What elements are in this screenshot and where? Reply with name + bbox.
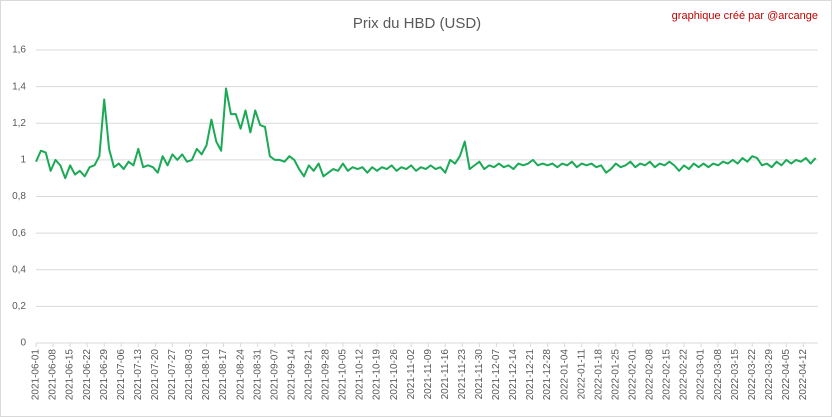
x-tick-label: 2021-12-21 [525, 349, 536, 401]
x-tick-label: 2021-09-21 [303, 349, 314, 401]
y-tick-label: 1 [20, 155, 26, 166]
y-tick-label: 0,4 [12, 264, 26, 275]
x-tick-label: 2022-01-18 [593, 349, 604, 401]
x-tick-label: 2021-10-05 [338, 349, 349, 401]
x-tick-label: 2021-08-31 [252, 349, 263, 401]
y-tick-label: 0,6 [12, 228, 26, 239]
x-tick-label: 2022-01-04 [559, 349, 570, 401]
x-tick-label: 2021-06-15 [65, 349, 76, 401]
x-tick-label: 2021-08-10 [201, 349, 212, 401]
x-tick-label: 2022-02-08 [645, 349, 656, 401]
x-tick-label: 2021-11-09 [423, 349, 434, 400]
x-tick-label: 2022-03-15 [730, 349, 741, 401]
annotation: graphique créé par @arcange [672, 10, 818, 22]
chart-title: Prix du HBD (USD) [353, 15, 481, 32]
x-tick-label: 2021-09-28 [321, 349, 332, 401]
x-tick-label: 2022-02-15 [662, 349, 673, 401]
x-tick-label: 2022-03-08 [713, 349, 724, 401]
x-tick-label: 2022-02-22 [679, 349, 690, 401]
x-tick-label: 2022-01-25 [610, 349, 621, 401]
x-tick-label: 2021-08-24 [235, 349, 246, 401]
x-tick-label: 2021-12-28 [542, 349, 553, 401]
y-tick-label: 1,2 [12, 118, 26, 129]
x-tick-label: 2022-03-29 [764, 349, 775, 401]
x-tick-label: 2022-02-01 [627, 349, 638, 401]
x-tick-label: 2021-11-16 [440, 349, 451, 400]
line [35, 87, 817, 180]
x-tick-label: 2021-10-19 [372, 349, 383, 401]
x-tick-label: 2021-09-07 [269, 349, 280, 401]
x-tick-label: 2022-03-22 [747, 349, 758, 401]
x-tick-label: 2021-07-20 [150, 349, 161, 401]
x-tick-label: 2022-01-11 [576, 349, 587, 400]
y-tick-label: 1,4 [12, 81, 26, 92]
y-tick-label: 1,6 [12, 45, 26, 56]
x-tick-label: 2021-06-22 [82, 349, 93, 401]
x-tick-label: 2021-09-14 [286, 349, 297, 401]
x-tick-label: 2021-07-27 [167, 349, 178, 401]
x-tick-label: 2021-12-14 [508, 349, 519, 401]
x-tick-label: 2022-04-05 [781, 349, 792, 401]
x-tick-label: 2021-06-01 [31, 349, 42, 401]
x-tick-label: 2021-08-17 [218, 349, 229, 401]
x-tick-label: 2021-11-23 [457, 349, 468, 400]
x-tick-label: 2021-07-13 [133, 349, 144, 401]
x-tick-label: 2021-06-29 [99, 349, 110, 401]
x-tick-label: 2021-06-08 [48, 349, 59, 401]
y-tick-label: 0 [20, 338, 26, 349]
x-tick-label: 2021-12-07 [491, 349, 502, 401]
x-tick-label: 2021-07-06 [116, 349, 127, 401]
x-tick-label: 2021-08-03 [184, 349, 195, 401]
y-tick-label: 0,8 [12, 191, 26, 202]
x-tick-label: 2022-03-01 [696, 349, 707, 401]
x-tick-label: 2022-04-12 [798, 349, 809, 401]
x-tick-label: 2021-11-30 [474, 349, 485, 400]
y-tick-label: 0,2 [12, 301, 26, 312]
x-tick-label: 2021-10-26 [389, 349, 400, 401]
x-tick-label: 2021-10-12 [355, 349, 366, 401]
x-tick-label: 2021-11-02 [406, 349, 417, 400]
